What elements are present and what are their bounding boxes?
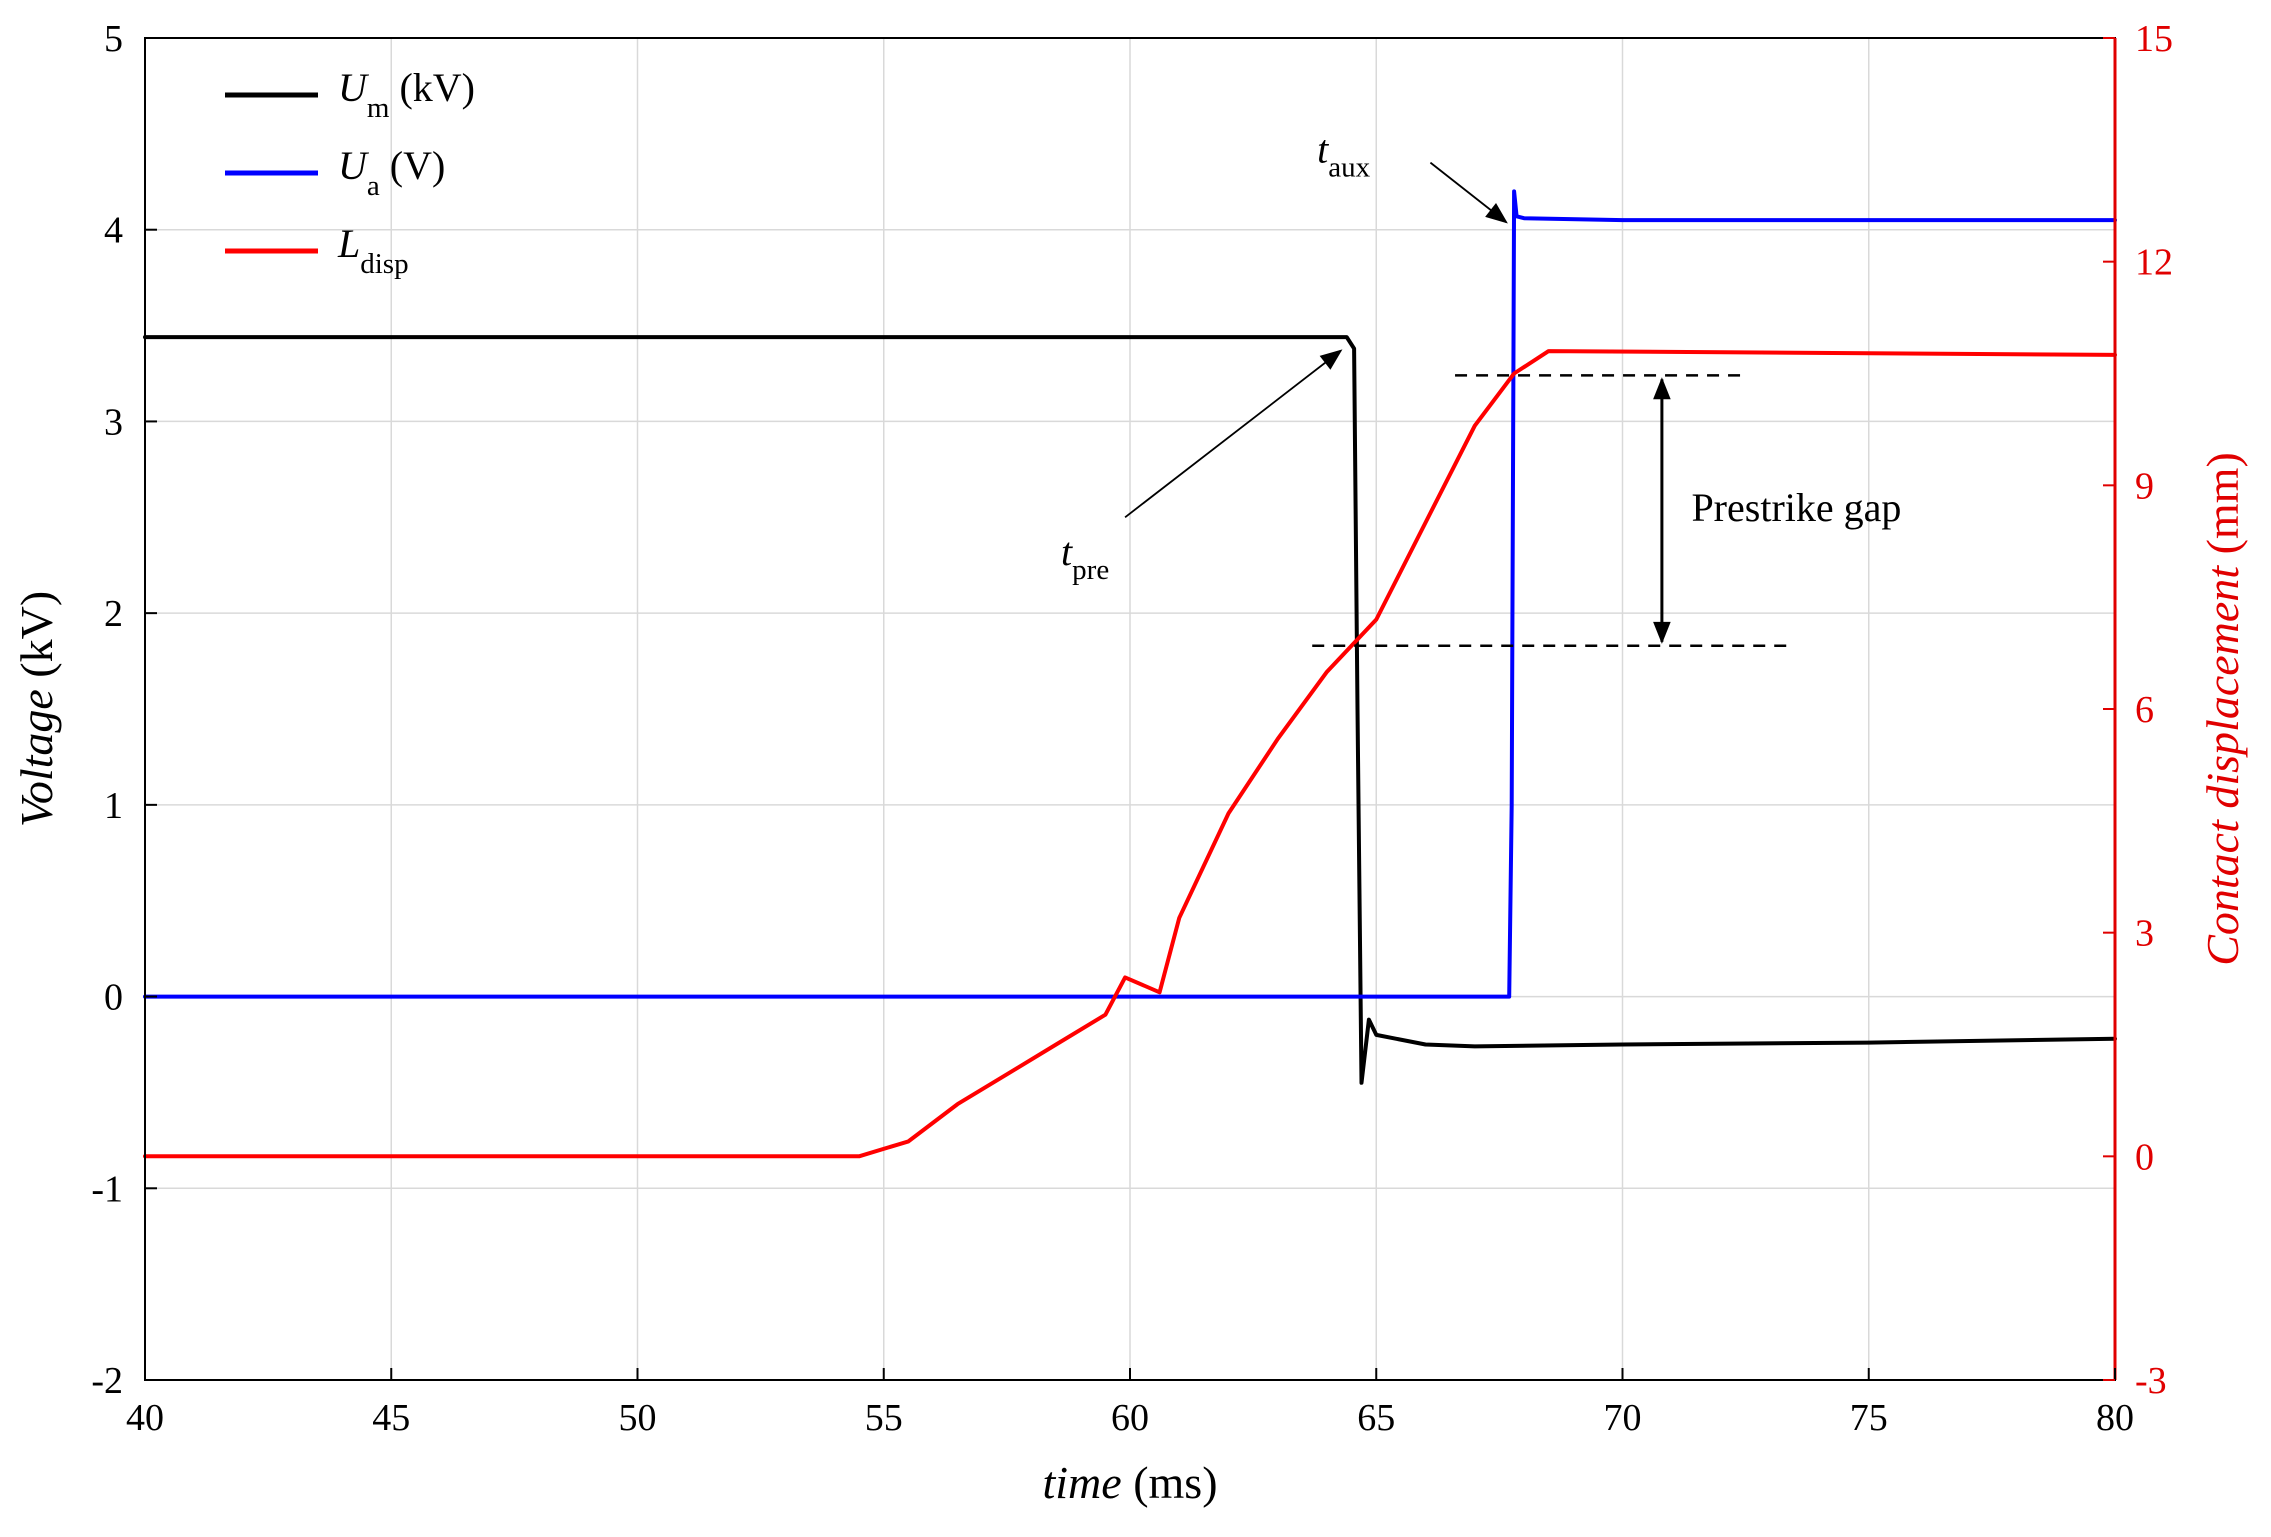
annotation-arrow-t-aux bbox=[1429, 161, 1508, 224]
y-right-tick-label-3: 3 bbox=[2135, 913, 2154, 955]
annotation-label-t-aux: taux bbox=[1317, 127, 1370, 184]
x-axis-label: time (ms) bbox=[1042, 1457, 1217, 1508]
y-left-tick-label-4: 4 bbox=[104, 210, 123, 252]
x-tick-label-55: 55 bbox=[865, 1397, 903, 1439]
y-right-tick-label-12: 12 bbox=[2135, 242, 2173, 284]
annotation-arrow-t-pre bbox=[1124, 349, 1343, 518]
x-tick-label-65: 65 bbox=[1357, 1397, 1395, 1439]
y-right-tick-label-0: 0 bbox=[2135, 1136, 2154, 1178]
y-left-tick-label-2: 2 bbox=[104, 593, 123, 635]
y-left-axis-label: Voltage (kV) bbox=[11, 591, 62, 827]
legend-label-um: Um (kV) bbox=[338, 65, 475, 124]
gap-label: Prestrike gap bbox=[1691, 485, 1901, 530]
x-tick-label-45: 45 bbox=[372, 1397, 410, 1439]
y-left-tick-label-0: 0 bbox=[104, 977, 123, 1019]
legend-label-ua: Ua (V) bbox=[338, 143, 445, 202]
x-tick-label-40: 40 bbox=[126, 1397, 164, 1439]
y-right-tick-label-15: 15 bbox=[2135, 18, 2173, 60]
x-tick-label-80: 80 bbox=[2096, 1397, 2134, 1439]
y-right-tick-label-9: 9 bbox=[2135, 465, 2154, 507]
annotation-label-t-pre: tpre bbox=[1061, 529, 1109, 586]
series-line-ldisp bbox=[143, 349, 2117, 1159]
annotation-layer: tpre taux Prestrike gap bbox=[1061, 127, 1901, 647]
x-tick-label-50: 50 bbox=[619, 1397, 657, 1439]
y-left-tick-label-5: 5 bbox=[104, 18, 123, 60]
y-left-tick-label--1: -1 bbox=[91, 1168, 123, 1210]
grid-lines bbox=[145, 38, 2115, 1380]
legend: Um (kV) Ua (V) Ldisp bbox=[225, 65, 475, 280]
x-tick-label-70: 70 bbox=[1604, 1397, 1642, 1439]
series-line-um bbox=[143, 335, 2117, 1085]
axis-labels: time (ms) Voltage (kV) Contact displacemen… bbox=[11, 452, 2248, 1508]
y-left-tick-label--2: -2 bbox=[91, 1360, 123, 1402]
y-left-tick-label-1: 1 bbox=[104, 785, 123, 827]
series-layer bbox=[143, 189, 2117, 1159]
series-line-ua bbox=[143, 189, 2117, 999]
y-right-tick-label--3: -3 bbox=[2135, 1360, 2167, 1402]
x-tick-label-75: 75 bbox=[1850, 1397, 1888, 1439]
y-left-tick-label-3: 3 bbox=[104, 401, 123, 443]
legend-label-ldisp: Ldisp bbox=[337, 221, 409, 280]
x-tick-label-60: 60 bbox=[1111, 1397, 1149, 1439]
y-right-tick-label-6: 6 bbox=[2135, 689, 2154, 731]
y-right-axis-label: Contact displacement (mm) bbox=[2197, 452, 2248, 966]
